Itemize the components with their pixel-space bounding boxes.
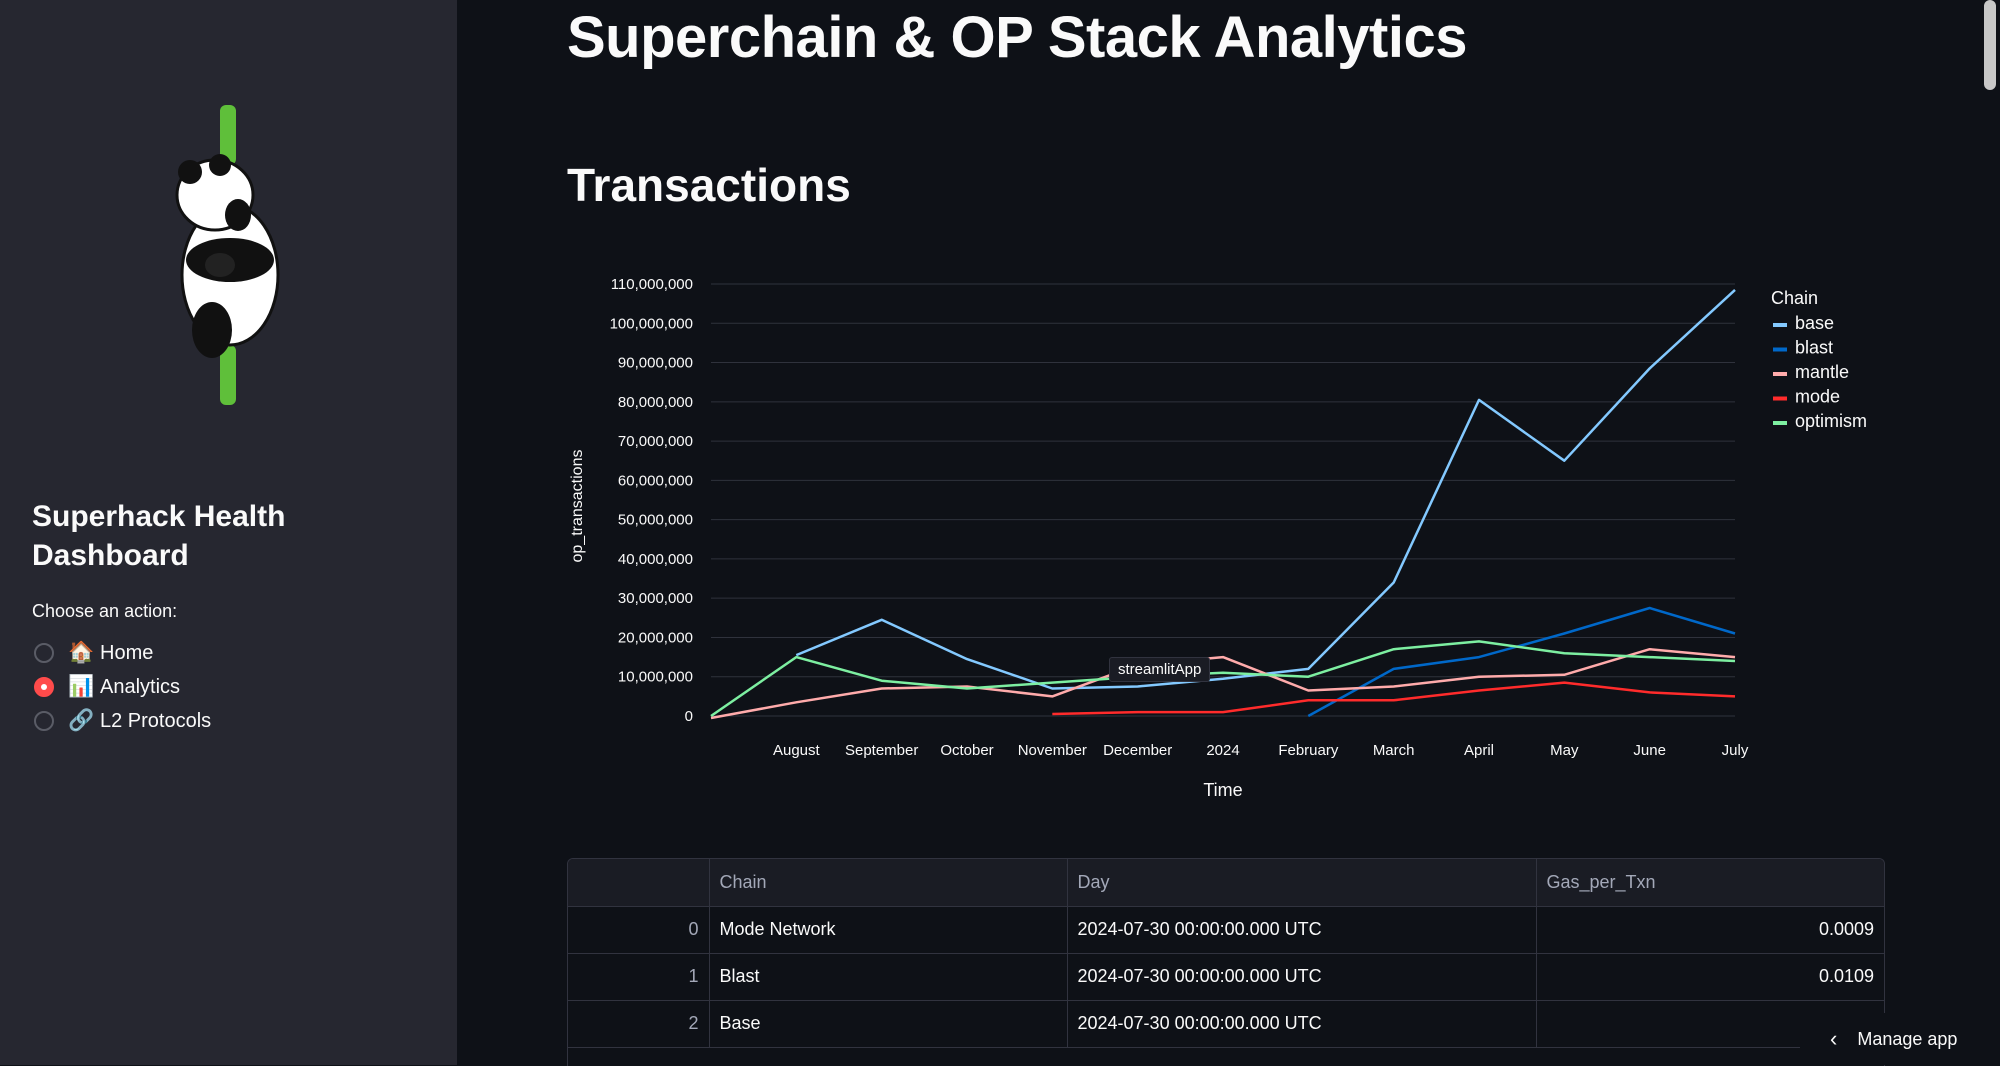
legend-swatch-mode <box>1773 396 1787 401</box>
cell-chain[interactable]: Mode Network <box>709 906 1068 954</box>
radio-label-home: Home <box>100 641 154 664</box>
choose-action-label: Choose an action: <box>32 601 178 621</box>
legend-title: Chain <box>1771 288 1818 308</box>
row-index: 2 <box>568 1000 710 1048</box>
x-axis-title: Time <box>1203 780 1242 800</box>
y-tick-label: 40,000,000 <box>618 551 693 568</box>
manage-app-button[interactable]: ‹ Manage app <box>1800 1013 2000 1065</box>
y-tick-label: 20,000,000 <box>618 629 693 646</box>
y-axis-title: op_transactions <box>569 450 586 563</box>
legend-swatch-base <box>1773 323 1787 327</box>
series-line-blast <box>1307 606 1736 718</box>
table-row[interactable]: 0 Mode Network 2024-07-30 00:00:00.000 U… <box>568 906 1884 954</box>
y-tick-label: 10,000,000 <box>618 669 693 686</box>
radio-option-analytics[interactable]: 📊 Analytics <box>34 670 211 704</box>
x-tick-label: March <box>1373 742 1415 759</box>
x-tick-label: August <box>773 742 821 759</box>
y-tick-label: 110,000,000 <box>611 276 693 293</box>
table-header-row: Chain Day Gas_per_Txn <box>568 859 1884 907</box>
chevron-left-icon: ‹ <box>1830 1026 1838 1051</box>
y-tick-label: 100,000,000 <box>610 315 693 332</box>
main-content: Superchain & OP Stack Analytics Transact… <box>457 0 2000 1066</box>
gas-per-txn-table[interactable]: Chain Day Gas_per_Txn 0 Mode Network 202… <box>567 858 1885 1066</box>
sidebar-title: Superhack Health Dashboard <box>32 500 286 572</box>
series-line-mode <box>1052 681 1736 716</box>
row-index: 0 <box>568 906 710 954</box>
y-tick-label: 50,000,000 <box>618 512 693 529</box>
cell-day[interactable]: 2024-07-30 00:00:00.000 UTC <box>1067 953 1537 1001</box>
legend-label-optimism: optimism <box>1795 411 1867 431</box>
y-tick-label: 60,000,000 <box>618 472 693 489</box>
x-tick-label: November <box>1018 742 1087 759</box>
radio-option-l2-protocols[interactable]: 🔗 L2 Protocols <box>34 704 211 738</box>
manage-app-label: Manage app <box>1857 1028 1958 1049</box>
cell-chain[interactable]: Blast <box>709 953 1068 1001</box>
y-tick-label: 0 <box>685 708 693 725</box>
y-tick-label: 80,000,000 <box>618 394 693 411</box>
bar-chart-icon: 📊 <box>68 675 95 698</box>
radio-label-l2-protocols: L2 Protocols <box>100 709 212 732</box>
x-tick-label: May <box>1550 742 1579 759</box>
legend-label-blast: blast <box>1795 338 1833 358</box>
column-header-index[interactable] <box>568 859 710 907</box>
legend-label-mode: mode <box>1795 387 1840 407</box>
radio-label-analytics: Analytics <box>100 675 181 698</box>
x-tick-label: October <box>940 742 993 759</box>
radio-option-home[interactable]: 🏠 Home <box>34 636 211 670</box>
x-tick-label: June <box>1633 742 1666 759</box>
section-title: Transactions <box>567 159 851 211</box>
series-line-base <box>795 288 1736 690</box>
column-header-day[interactable]: Day <box>1067 859 1537 907</box>
y-tick-label: 30,000,000 <box>618 590 693 607</box>
table-row[interactable]: 2 Base 2024-07-30 00:00:00.000 UTC <box>568 1000 1884 1048</box>
series-line-optimism <box>710 640 1736 718</box>
house-icon: 🏠 <box>68 641 95 664</box>
cell-chain[interactable]: Base <box>709 1000 1068 1048</box>
cell-day[interactable]: 2024-07-30 00:00:00.000 UTC <box>1067 1000 1537 1048</box>
radio-button-selected[interactable] <box>34 677 54 697</box>
legend-swatch-blast <box>1773 347 1787 352</box>
action-radio-group: 🏠 Home 📊 Analytics 🔗 L2 Protocols <box>34 636 211 738</box>
x-tick-label: July <box>1722 742 1749 759</box>
cell-gas-per-txn[interactable]: 0.0009 <box>1536 906 1884 954</box>
legend-swatch-optimism <box>1773 421 1787 425</box>
page-title: Superchain & OP Stack Analytics <box>567 5 1467 70</box>
series-line-mantle <box>710 647 1736 720</box>
table-row[interactable]: 1 Blast 2024-07-30 00:00:00.000 UTC 0.01… <box>568 953 1884 1001</box>
radio-button[interactable] <box>34 711 54 731</box>
radio-button[interactable] <box>34 643 54 663</box>
link-icon: 🔗 <box>68 709 95 732</box>
legend-swatch-mantle <box>1773 372 1787 376</box>
scrollbar[interactable] <box>1984 0 1996 90</box>
cell-day[interactable]: 2024-07-30 00:00:00.000 UTC <box>1067 906 1537 954</box>
column-header-gas-per-txn[interactable]: Gas_per_Txn <box>1536 859 1884 907</box>
cell-gas-per-txn[interactable]: 0.0109 <box>1536 953 1884 1001</box>
x-tick-label: December <box>1103 742 1172 759</box>
x-tick-label: April <box>1464 742 1494 759</box>
legend-label-base: base <box>1795 313 1834 333</box>
x-tick-label: February <box>1278 742 1339 759</box>
x-tick-label: 2024 <box>1206 742 1239 759</box>
y-tick-label: 70,000,000 <box>618 433 693 450</box>
tooltip: streamlitApp <box>1109 657 1211 682</box>
row-index: 1 <box>568 953 710 1001</box>
panda-logo-icon <box>175 105 280 405</box>
legend-label-mantle: mantle <box>1795 362 1849 382</box>
x-tick-label: September <box>845 742 918 759</box>
y-tick-label: 90,000,000 <box>618 355 693 372</box>
sidebar: Superhack Health Dashboard Choose an act… <box>0 0 457 1065</box>
column-header-chain[interactable]: Chain <box>709 859 1068 907</box>
transactions-line-chart[interactable]: 0 10,000,000 20,000,000 30,000,000 40,000,00… <box>457 0 2000 820</box>
